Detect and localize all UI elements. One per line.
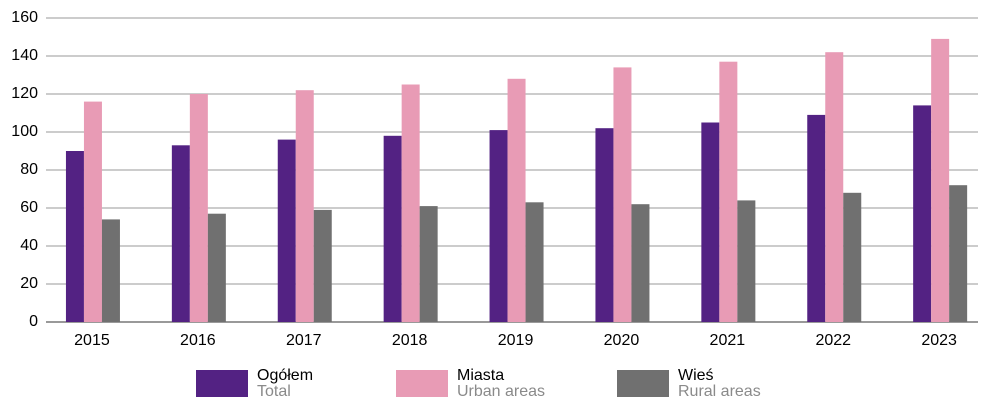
bar [489, 130, 508, 322]
bar [277, 139, 296, 322]
x-tick-label: 2017 [286, 332, 322, 349]
bar [313, 209, 332, 322]
legend-sublabel: Rural areas [678, 383, 761, 400]
bar [737, 200, 756, 322]
x-tick-label: 2020 [604, 332, 640, 349]
y-tick-label: 20 [20, 275, 38, 292]
y-tick-label: 0 [29, 313, 38, 330]
x-tick-label: 2016 [180, 332, 216, 349]
bar [189, 94, 208, 322]
y-tick-label: 100 [11, 123, 38, 140]
legend-swatch [196, 370, 248, 397]
bar [631, 204, 650, 322]
legend-label: Wieś [678, 367, 714, 384]
x-tick-label: 2018 [392, 332, 428, 349]
bar [949, 185, 968, 322]
x-tick-label: 2023 [921, 332, 957, 349]
bar [719, 61, 738, 322]
y-tick-label: 60 [20, 199, 38, 216]
legend-label: Miasta [457, 367, 504, 384]
bar [701, 122, 720, 322]
bar [65, 151, 84, 322]
bar [613, 67, 632, 323]
bar [101, 219, 120, 322]
bar [83, 101, 102, 322]
legend-sublabel: Urban areas [457, 383, 545, 400]
bar [595, 128, 614, 322]
bar [525, 202, 544, 322]
bar [913, 105, 932, 323]
x-tick-label: 2015 [74, 332, 110, 349]
bar [931, 38, 950, 323]
bar [843, 192, 862, 322]
legend-label: Ogółem [257, 367, 313, 384]
y-tick-label: 40 [20, 237, 38, 254]
bar [171, 145, 190, 322]
legend-swatch [617, 370, 669, 397]
bar [807, 114, 826, 323]
x-tick-label: 2021 [710, 332, 746, 349]
bar [383, 135, 402, 322]
bar [507, 78, 526, 322]
legend-swatch [396, 370, 448, 397]
x-tick-label: 2022 [815, 332, 851, 349]
y-tick-label: 160 [11, 9, 38, 26]
bar [825, 52, 844, 322]
y-tick-label: 80 [20, 161, 38, 178]
bar [295, 90, 314, 322]
x-tick-label: 2019 [498, 332, 534, 349]
bar [401, 84, 420, 322]
y-tick-label: 140 [11, 47, 38, 64]
y-tick-label: 120 [11, 85, 38, 102]
bar [419, 206, 438, 322]
legend-sublabel: Total [257, 383, 291, 400]
bar [207, 213, 226, 322]
